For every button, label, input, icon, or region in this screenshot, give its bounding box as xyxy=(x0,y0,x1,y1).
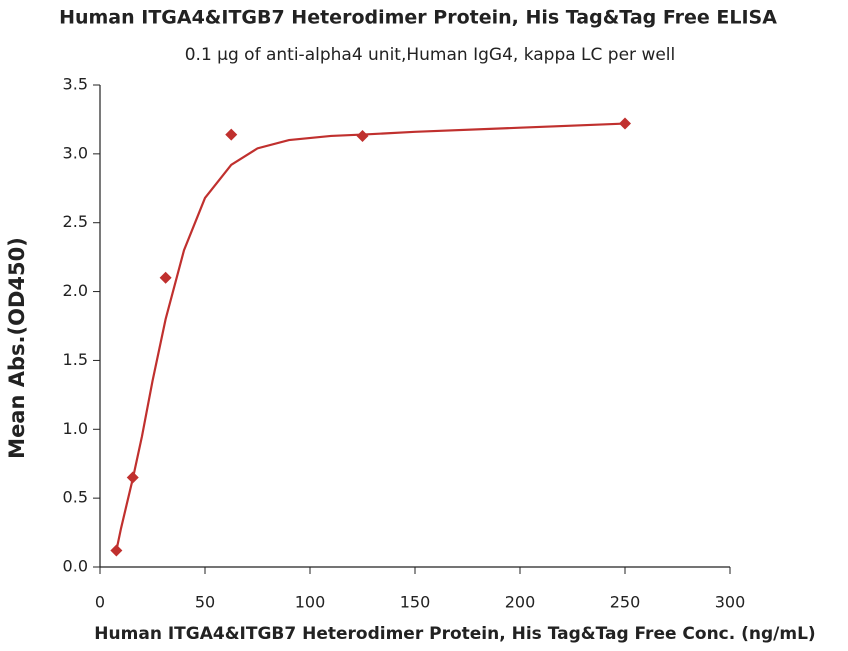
data-point xyxy=(356,129,369,142)
y-tick-label: 2.5 xyxy=(63,212,88,231)
y-tick-label: 1.5 xyxy=(63,350,88,369)
chart-subtitle: 0.1 μg of anti-alpha4 unit,Human IgG4, k… xyxy=(185,45,676,65)
y-tick-label: 3.5 xyxy=(63,75,88,94)
y-axis-label: Mean Abs.(OD450) xyxy=(5,237,29,459)
y-tick-label: 2.0 xyxy=(63,281,88,300)
y-tick-label: 1.0 xyxy=(63,419,88,438)
chart-title: Human ITGA4&ITGB7 Heterodimer Protein, H… xyxy=(59,7,777,29)
y-tick-label: 3.0 xyxy=(63,143,88,162)
x-tick-label: 250 xyxy=(610,593,641,612)
x-tick-label: 200 xyxy=(505,593,536,612)
data-point xyxy=(159,271,172,284)
x-tick-label: 300 xyxy=(715,593,746,612)
x-tick-label: 50 xyxy=(195,593,215,612)
x-tick-label: 0 xyxy=(95,593,105,612)
data-point xyxy=(225,128,238,141)
y-tick-label: 0.5 xyxy=(63,488,88,507)
data-point xyxy=(110,544,123,557)
data-point xyxy=(126,471,139,484)
x-axis-label: Human ITGA4&ITGB7 Heterodimer Protein, H… xyxy=(94,624,815,644)
y-tick-label: 0.0 xyxy=(63,557,88,576)
x-tick-label: 100 xyxy=(295,593,326,612)
data-point xyxy=(619,117,631,130)
fit-curve xyxy=(115,122,626,551)
x-tick-label: 150 xyxy=(400,593,431,612)
